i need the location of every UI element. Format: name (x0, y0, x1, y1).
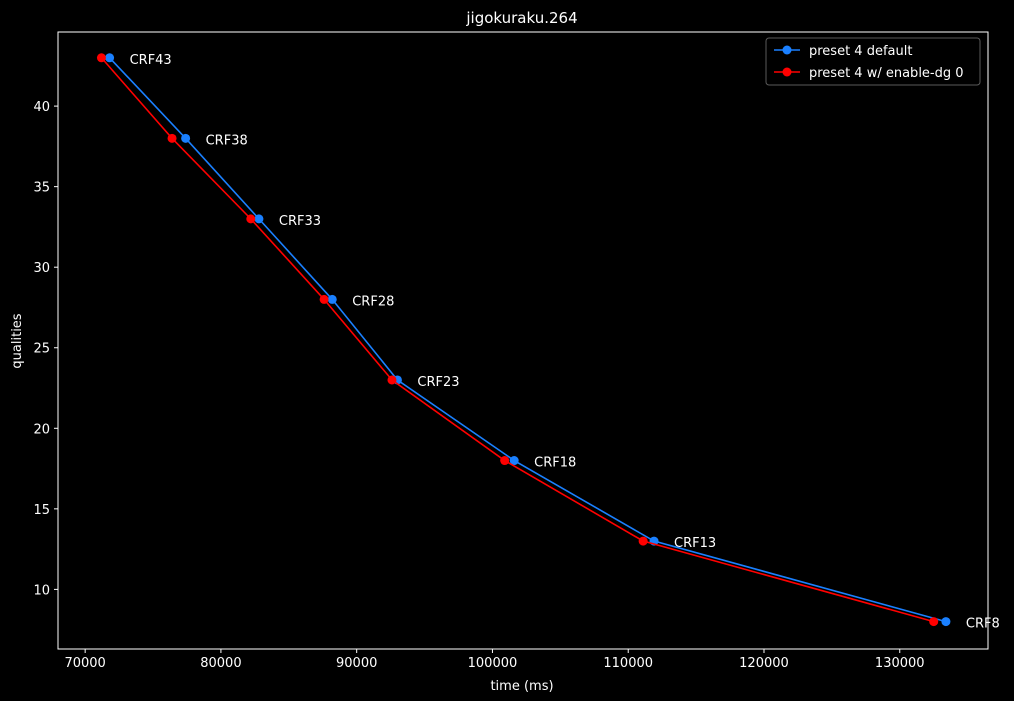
legend-label: preset 4 w/ enable-dg 0 (809, 66, 964, 81)
series-line-2 (100, 57, 934, 623)
data-point-series-2 (387, 375, 397, 385)
data-point-series-2 (246, 214, 256, 224)
point-label: CRF38 (206, 133, 248, 148)
x-tick-label: 80000 (200, 656, 241, 671)
x-tick-label: 70000 (64, 656, 105, 671)
data-point-series-1 (509, 456, 519, 466)
x-tick-label: 120000 (739, 656, 789, 671)
y-tick-label: 25 (33, 342, 50, 357)
point-label: CRF28 (352, 294, 394, 309)
point-label: CRF43 (130, 53, 172, 68)
data-point-series-2 (500, 456, 510, 466)
data-point-series-2 (167, 133, 177, 143)
x-axis-label: time (ms) (490, 679, 553, 694)
plot-area: CRF43 CRF38 CRF33 CRF28 CRF23 CRF18 CRF13 CRF8 (96, 53, 1000, 632)
data-point-series-1 (254, 214, 264, 224)
legend-label: preset 4 default (809, 44, 912, 59)
x-tick-label: 110000 (603, 656, 653, 671)
data-point-series-1 (105, 53, 115, 63)
data-point-series-2 (319, 294, 329, 304)
data-point-series-1 (327, 294, 337, 304)
y-tick-label: 30 (33, 261, 50, 276)
y-tick-label: 35 (33, 181, 50, 196)
data-point-series-2 (929, 617, 939, 627)
axes-frame (57, 31, 989, 650)
chart-title: jigokuraku.264 (465, 9, 577, 27)
y-tick-label: 40 (33, 100, 50, 115)
legend-marker (782, 67, 792, 77)
data-point-series-2 (96, 53, 106, 63)
point-label: CRF18 (534, 456, 576, 471)
point-label: CRF13 (674, 536, 716, 551)
y-tick-label: 10 (33, 583, 50, 598)
data-point-series-2 (638, 536, 648, 546)
axis-ticks: 70000 80000 90000 100000 110000 120000 130000 1… (33, 100, 924, 671)
data-point-series-1 (181, 133, 191, 143)
y-tick-label: 15 (33, 503, 50, 518)
series-line-1 (109, 57, 947, 623)
data-point-series-1 (941, 617, 951, 627)
y-tick-label: 20 (33, 422, 50, 437)
point-label: CRF23 (417, 375, 459, 390)
point-label: CRF8 (966, 617, 1000, 632)
x-tick-label: 130000 (875, 656, 925, 671)
x-tick-label: 100000 (468, 656, 518, 671)
legend-marker (782, 45, 792, 55)
legend-box (765, 37, 981, 86)
x-tick-label: 90000 (336, 656, 377, 671)
legend: preset 4 default preset 4 w/ enable-dg 0 (765, 37, 981, 86)
y-axis-label: qualities (10, 313, 25, 368)
point-label: CRF33 (279, 214, 321, 229)
